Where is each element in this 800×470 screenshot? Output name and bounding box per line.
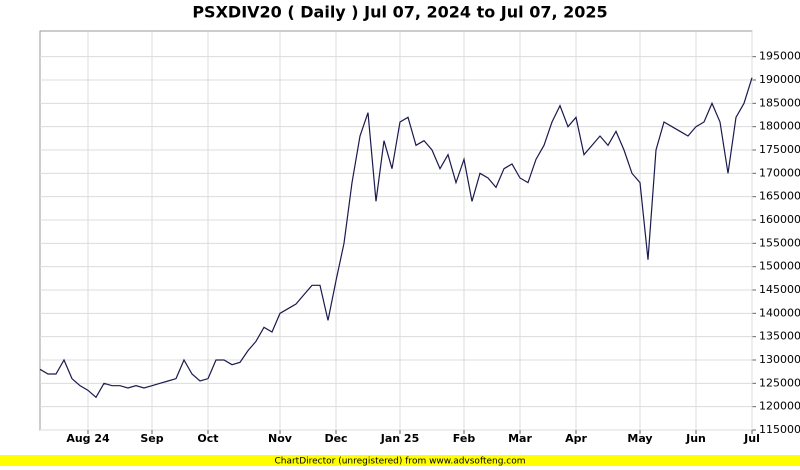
x-tick-label: Sep bbox=[140, 432, 163, 445]
plot-area bbox=[39, 30, 753, 431]
y-tick-label: 165000 bbox=[759, 190, 800, 203]
y-tick-label: 180000 bbox=[759, 120, 800, 133]
y-tick-label: 125000 bbox=[759, 376, 800, 389]
x-tick-label: Mar bbox=[508, 432, 532, 445]
price-line bbox=[39, 77, 753, 399]
y-tick-label: 190000 bbox=[759, 73, 800, 86]
y-tick-label: 160000 bbox=[759, 213, 800, 226]
x-tick-label: Jul bbox=[743, 432, 760, 445]
y-tick-label: 185000 bbox=[759, 96, 800, 109]
y-tick-label: 175000 bbox=[759, 143, 800, 156]
y-tick-label: 120000 bbox=[759, 400, 800, 413]
y-tick-label: 145000 bbox=[759, 283, 800, 296]
y-tick-label: 150000 bbox=[759, 260, 800, 273]
y-tick-label: 135000 bbox=[759, 330, 800, 343]
chart-title: PSXDIV20 ( Daily ) Jul 07, 2024 to Jul 0… bbox=[192, 3, 607, 22]
x-tick-label: May bbox=[627, 432, 652, 445]
x-tick-label: Nov bbox=[268, 432, 293, 445]
x-tick-label: Oct bbox=[197, 432, 218, 445]
x-tick-label: Apr bbox=[565, 432, 587, 445]
footer-bar bbox=[0, 455, 800, 466]
y-tick-label: 130000 bbox=[759, 353, 800, 366]
y-tick-label: 140000 bbox=[759, 306, 800, 319]
x-tick-label: Jan 25 bbox=[380, 432, 419, 445]
x-tick-label: Aug 24 bbox=[66, 432, 110, 445]
y-tick-label: 170000 bbox=[759, 166, 800, 179]
x-tick-label: Dec bbox=[324, 432, 347, 445]
x-tick-label: Feb bbox=[453, 432, 476, 445]
footer: ChartDirector (unregistered) from www.ad… bbox=[274, 457, 525, 467]
y-tick-label: 155000 bbox=[759, 236, 800, 249]
y-tick-label: 115000 bbox=[759, 423, 800, 436]
x-tick-label: Jun bbox=[685, 432, 706, 445]
y-tick-label: 195000 bbox=[759, 50, 800, 63]
